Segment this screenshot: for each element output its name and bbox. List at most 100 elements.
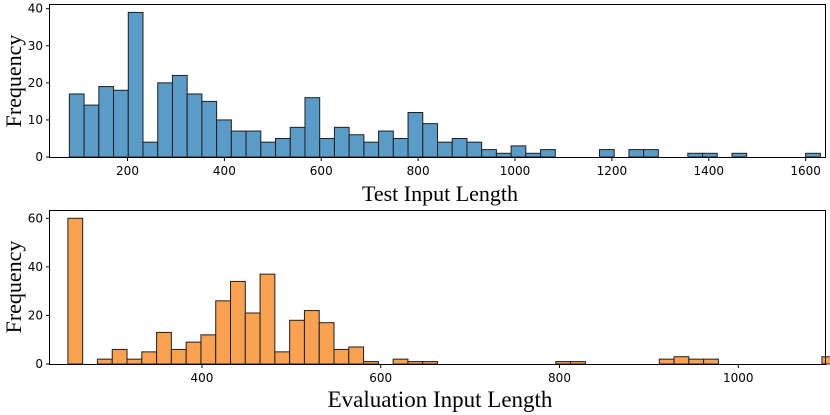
test-y-tick-label-4: 40 [28, 2, 43, 16]
evaluation-x-tick-label-1: 600 [369, 371, 392, 385]
test-x-tick-label-2: 600 [310, 164, 333, 178]
evaluation-bar-11 [230, 280, 246, 365]
test-bar-14 [275, 137, 291, 158]
evaluation-bar-41 [673, 356, 690, 365]
test-bar-7 [171, 74, 188, 158]
test-bar-9 [201, 100, 218, 158]
test-bar-25 [437, 141, 453, 158]
test-y-tick-label-2: 20 [28, 76, 43, 90]
evaluation-bar-18 [333, 348, 350, 365]
test-bar-22 [392, 137, 409, 158]
evaluation-bar-4 [126, 358, 143, 365]
test-bar-50 [805, 152, 821, 158]
test-bar-20 [363, 141, 380, 158]
evaluation-bar-40 [658, 358, 675, 365]
test-bar-2 [98, 86, 115, 158]
evaluation-bar-16 [303, 310, 320, 365]
evaluation-bar-19 [348, 346, 365, 365]
test-x-tick-label-7: 1600 [790, 164, 821, 178]
test-x-axis-title: Test Input Length [362, 181, 518, 206]
test-y-tick-label-3: 30 [28, 39, 43, 53]
test-x-axis: 200 400 600 800 1000 1200 1400 1600 [116, 157, 821, 178]
evaluation-x-axis-title: Evaluation Input Length [328, 387, 553, 412]
test-bar-15 [289, 126, 306, 158]
test-bar-39 [643, 149, 659, 158]
evaluation-bar-33 [555, 361, 572, 365]
evaluation-length-histogram: 0 20 40 60 400 600 800 1000 Evaluation Input L… [1, 210, 830, 412]
evaluation-bar-0 [67, 217, 84, 365]
test-bar-27 [466, 141, 483, 158]
test-bar-23 [407, 112, 424, 158]
test-bar-32 [540, 149, 556, 158]
evaluation-y-tick-label-2: 40 [28, 260, 43, 274]
evaluation-y-tick-label-1: 20 [28, 308, 43, 322]
evaluation-y-axis-title: Frequency [1, 241, 26, 334]
test-y-axis: 0 10 20 30 40 [28, 2, 50, 164]
evaluation-bar-2 [96, 358, 113, 365]
test-bar-24 [422, 123, 438, 158]
evaluation-bar-34 [570, 361, 586, 365]
evaluation-bar-20 [363, 361, 379, 365]
evaluation-bar-17 [318, 322, 335, 365]
test-bar-5 [142, 141, 159, 158]
evaluation-bar-13 [259, 273, 276, 365]
test-bar-12 [245, 130, 262, 158]
evaluation-bar-23 [407, 361, 424, 365]
test-plot-frame [49, 4, 826, 158]
test-bar-16 [304, 97, 321, 158]
evaluation-bars [67, 217, 830, 365]
test-bar-0 [68, 93, 85, 158]
evaluation-bar-42 [688, 358, 705, 365]
evaluation-x-tick-label-2: 800 [548, 371, 571, 385]
test-bar-18 [333, 126, 350, 158]
test-bar-29 [495, 152, 512, 158]
evaluation-bar-24 [422, 361, 439, 365]
evaluation-bar-5 [141, 351, 158, 365]
test-bar-11 [230, 130, 247, 158]
test-bar-45 [731, 152, 748, 158]
test-bar-13 [260, 141, 277, 158]
test-bar-6 [157, 82, 173, 158]
test-length-histogram: 0 10 20 30 40 200 400 600 800 1000 1200 1400 1600 T… [1, 2, 826, 206]
evaluation-x-axis: 400 600 800 1000 [191, 364, 754, 385]
test-x-tick-label-1: 400 [213, 164, 236, 178]
evaluation-plot-frame [49, 210, 826, 365]
test-bar-3 [113, 89, 129, 158]
test-y-axis-title: Frequency [1, 35, 26, 128]
evaluation-bar-12 [244, 312, 261, 365]
test-bar-10 [216, 119, 232, 158]
test-bar-8 [186, 93, 203, 158]
test-bar-42 [687, 152, 704, 158]
evaluation-bar-7 [170, 348, 187, 365]
evaluation-bar-15 [289, 319, 305, 365]
test-x-tick-label-4: 1000 [500, 164, 531, 178]
test-y-tick-label-1: 10 [28, 113, 43, 127]
test-bar-4 [127, 11, 144, 158]
evaluation-y-axis: 0 20 40 60 [28, 211, 50, 371]
evaluation-bar-8 [185, 341, 202, 365]
test-x-tick-label-3: 800 [407, 164, 430, 178]
evaluation-bar-43 [703, 358, 719, 365]
evaluation-bar-14 [274, 351, 291, 365]
test-y-tick-label-0: 0 [35, 150, 43, 164]
evaluation-x-tick-label-0: 400 [191, 371, 214, 385]
evaluation-y-tick-label-3: 60 [28, 211, 43, 225]
test-x-tick-label-5: 1200 [597, 164, 628, 178]
test-bar-38 [628, 149, 645, 158]
evaluation-y-tick-label-0: 0 [35, 357, 43, 371]
test-bar-36 [598, 149, 615, 158]
test-x-tick-label-0: 200 [116, 164, 139, 178]
evaluation-bar-22 [392, 358, 409, 365]
test-bar-19 [348, 134, 365, 158]
evaluation-bar-10 [215, 300, 232, 365]
test-bar-31 [525, 152, 542, 158]
test-bar-28 [481, 149, 497, 158]
evaluation-bar-6 [156, 331, 172, 365]
evaluation-bar-3 [111, 348, 128, 365]
evaluation-bar-9 [200, 334, 217, 365]
test-bar-21 [378, 130, 394, 158]
test-bar-1 [83, 104, 100, 158]
test-bar-17 [319, 137, 335, 158]
test-bar-30 [510, 145, 527, 158]
